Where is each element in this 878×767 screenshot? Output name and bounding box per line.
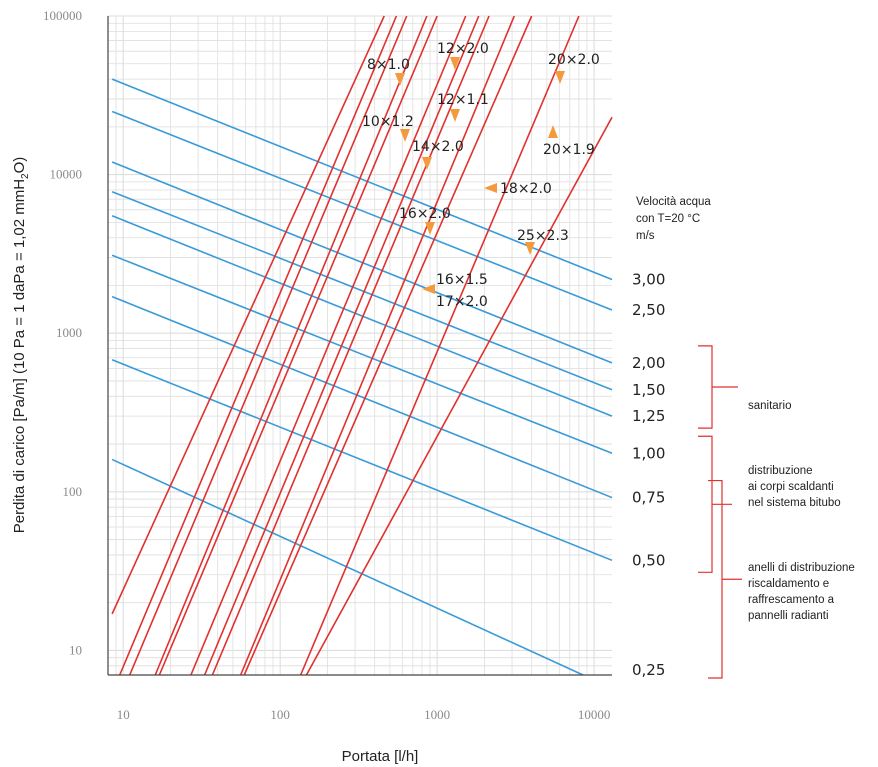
pipe-label: 14×2.0 <box>412 139 464 155</box>
velocity-lines <box>111 78 613 676</box>
x-tick-label: 100 <box>270 707 290 722</box>
velocity-legend-line-2: con T=20 °C <box>636 213 700 225</box>
velocity-label: 2,50 <box>632 301 665 319</box>
pipe-lines <box>111 15 613 676</box>
pipe-line-18×2.0 <box>239 15 516 676</box>
y-tick-label: 1000 <box>56 325 82 340</box>
pipe-marker <box>422 157 432 170</box>
velocity-legend-line-1: Velocità acqua <box>636 196 711 208</box>
pipe-line-8×1.0 <box>111 15 385 615</box>
velocity-line-1-00 <box>111 254 613 455</box>
axis-ticks: 10 100 1000 10000 10 100 1000 10000 100000 <box>43 8 610 722</box>
velocity-line-0-75 <box>111 295 613 499</box>
pipe-line-17×2.0 <box>211 15 490 676</box>
pipe-line-16×1.5 <box>190 15 467 676</box>
pipe-marker <box>548 125 558 138</box>
pipe-line-25×2.3 <box>305 116 613 676</box>
pipe-markers <box>395 57 565 294</box>
pipe-label: 25×2.3 <box>517 228 569 244</box>
velocity-line-1-25 <box>111 215 613 417</box>
pipe-label: 17×2.0 <box>436 294 488 310</box>
velocity-legend-line-3: m/s <box>636 230 655 242</box>
x-tick-label: 1000 <box>424 707 450 722</box>
pipe-marker <box>450 109 460 122</box>
pipe-label: 16×2.0 <box>399 206 451 222</box>
pipe-line-10×1.2 <box>118 15 398 676</box>
plot-frame <box>107 16 612 676</box>
velocity-line-0-50 <box>111 359 613 562</box>
pipe-label: 20×2.0 <box>548 52 600 68</box>
x-tick-label: 10000 <box>578 707 611 722</box>
group-bracket <box>708 479 723 679</box>
pipe-marker <box>555 71 565 84</box>
y-tick-label: 10000 <box>50 167 83 182</box>
group-label: nel sistema bitubo <box>748 497 841 509</box>
group-label: sanitario <box>748 400 791 412</box>
y-axis-title-end: O) <box>11 157 28 174</box>
group-label: ai corpi scaldanti <box>748 481 834 493</box>
velocity-label: 2,00 <box>632 354 665 372</box>
y-axis-title-subscript: 2 <box>20 173 31 179</box>
pipe-label: 12×2.0 <box>437 41 489 57</box>
velocity-line-2-50 <box>111 110 613 311</box>
pipe-marker <box>525 242 535 255</box>
velocity-line-3-00 <box>111 78 613 281</box>
velocity-group-brackets: sanitario distribuzione ai corpi scaldanti… <box>698 345 855 679</box>
y-tick-label: 100 <box>63 484 83 499</box>
velocity-label: 0,25 <box>632 661 665 679</box>
y-axis-title-main: Perdita di carico [Pa/m] (10 Pa = 1 daPa… <box>11 179 28 533</box>
velocity-label: 1,50 <box>632 381 665 399</box>
velocity-line-1-50 <box>111 190 613 391</box>
group-label: pannelli radianti <box>748 610 829 622</box>
pipe-label: 18×2.0 <box>500 181 552 197</box>
pipe-line-12×2.0 <box>154 15 428 676</box>
y-axis-title: Perdita di carico [Pa/m] (10 Pa = 1 daPa… <box>11 157 31 534</box>
pipe-marker <box>425 222 435 235</box>
group-bracket <box>698 435 713 573</box>
group-bracket <box>698 345 713 429</box>
velocity-label: 3,00 <box>632 271 665 289</box>
pipe-label: 16×1.5 <box>436 272 488 288</box>
pipe-line-14×2.0 <box>158 15 438 676</box>
pipe-marker <box>422 284 435 294</box>
pipe-label: 10×1.2 <box>362 114 414 130</box>
pipe-line-20×1.9 <box>243 15 533 676</box>
pipe-line-20×2.0 <box>299 15 580 676</box>
velocity-labels: 3,00 2,50 2,00 1,50 1,25 1,00 0,75 0,50 0,25 <box>632 271 665 679</box>
pipe-line-16×2.0 <box>203 15 480 676</box>
pipe-marker <box>400 129 410 142</box>
pipe-label: 12×1.1 <box>437 92 489 108</box>
pipe-marker <box>450 57 460 70</box>
group-label: raffrescamento a <box>748 594 835 606</box>
group-label: distribuzione <box>748 465 813 477</box>
group-label: anelli di distribuzione <box>748 562 855 574</box>
y-tick-label: 10 <box>69 642 82 657</box>
velocity-label: 1,25 <box>632 407 665 425</box>
velocity-label: 0,75 <box>632 489 665 507</box>
pipe-labels: 8×1.0 10×1.2 12×1.1 12×2.0 14×2.0 16×1.5 16×2.… <box>362 41 600 310</box>
pipe-marker <box>484 183 497 193</box>
y-tick-label: 100000 <box>43 8 82 23</box>
group-label: riscaldamento e <box>748 578 829 590</box>
pipe-line-12×1.1 <box>128 15 408 676</box>
pipe-label: 20×1.9 <box>543 142 595 158</box>
pipe-label: 8×1.0 <box>367 57 410 73</box>
velocity-label: 0,50 <box>632 551 665 569</box>
x-axis-title: Portata [l/h] <box>342 748 419 765</box>
velocity-label: 1,00 <box>632 444 665 462</box>
velocity-line-0-25 <box>111 458 584 676</box>
pipe-marker <box>395 73 405 86</box>
x-tick-label: 10 <box>117 707 130 722</box>
